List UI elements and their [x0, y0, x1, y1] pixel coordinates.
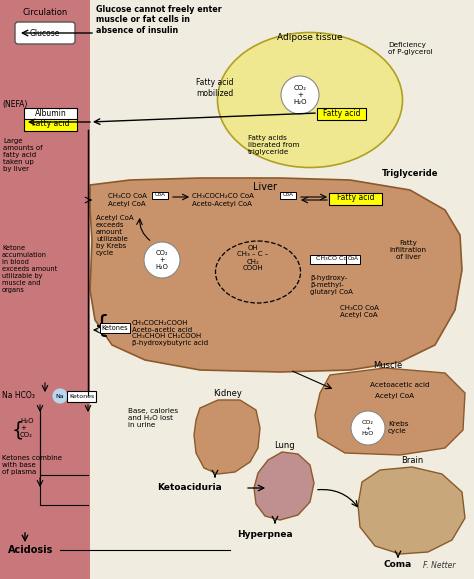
Text: H₂O
+
CO₂: H₂O + CO₂ — [20, 418, 34, 438]
Text: Circulation: Circulation — [22, 8, 68, 17]
Text: Glucose: Glucose — [30, 28, 60, 38]
Text: Krebs
cycle: Krebs cycle — [388, 422, 409, 434]
Text: CoA: CoA — [347, 256, 358, 262]
Text: Ketones: Ketones — [102, 325, 128, 331]
Text: Acetoacetic acid: Acetoacetic acid — [370, 382, 429, 388]
Text: β-hydroxy-
β-methyl-
glutaryl CoA: β-hydroxy- β-methyl- glutaryl CoA — [310, 275, 353, 295]
FancyBboxPatch shape — [15, 22, 75, 44]
FancyBboxPatch shape — [310, 255, 358, 264]
Text: Kidney: Kidney — [214, 389, 242, 398]
Text: Fatty acid
mobilized: Fatty acid mobilized — [196, 78, 234, 98]
Text: CH₃CO CoA
Acetyl CoA: CH₃CO CoA Acetyl CoA — [340, 305, 379, 318]
Polygon shape — [254, 452, 314, 520]
FancyBboxPatch shape — [280, 192, 296, 199]
Text: Brain: Brain — [401, 456, 423, 465]
Text: CH₃COCH₂CO CoA: CH₃COCH₂CO CoA — [192, 193, 254, 199]
Text: Ketone
accumulation
in blood
exceeds amount
utilizable by
muscle and
organs: Ketone accumulation in blood exceeds amo… — [2, 245, 57, 293]
Text: Hyperpnea: Hyperpnea — [237, 530, 293, 539]
Text: {: { — [12, 420, 24, 439]
Text: Fatty acid: Fatty acid — [323, 108, 361, 118]
Circle shape — [351, 411, 385, 445]
Text: OH
CH₃ – C –
CH₂
COOH: OH CH₃ – C – CH₂ COOH — [237, 244, 269, 272]
Text: Acetyl CoA: Acetyl CoA — [108, 201, 146, 207]
Polygon shape — [315, 368, 465, 455]
Text: Liver: Liver — [253, 182, 277, 192]
FancyBboxPatch shape — [346, 255, 360, 264]
Text: Ketoaciduria: Ketoaciduria — [158, 483, 222, 492]
Text: Ketones combine
with base
of plasma: Ketones combine with base of plasma — [2, 455, 62, 475]
FancyBboxPatch shape — [25, 119, 78, 130]
FancyBboxPatch shape — [152, 192, 168, 199]
Circle shape — [281, 76, 319, 114]
Text: Acetyl CoA
exceeds
amount
utilizable
by Krebs
cycle: Acetyl CoA exceeds amount utilizable by … — [96, 215, 134, 256]
Text: Ketones: Ketones — [69, 394, 95, 398]
FancyBboxPatch shape — [100, 323, 130, 334]
Text: F. Netter: F. Netter — [423, 561, 456, 570]
Polygon shape — [90, 178, 462, 372]
Text: Large
amounts of
fatty acid
taken up
by liver: Large amounts of fatty acid taken up by … — [3, 138, 43, 172]
Text: Coma: Coma — [384, 560, 412, 569]
FancyBboxPatch shape — [329, 192, 383, 204]
Text: Na HCO₃: Na HCO₃ — [2, 391, 35, 401]
Text: Deficiency
of P-glycerol: Deficiency of P-glycerol — [388, 42, 433, 55]
Text: Aceto-Acetyl CoA: Aceto-Acetyl CoA — [192, 201, 252, 207]
Bar — [0, 0, 90, 579]
Text: Fatty acid: Fatty acid — [337, 193, 375, 203]
Text: Triglyceride: Triglyceride — [382, 169, 438, 178]
Text: Na: Na — [55, 394, 64, 398]
Text: Base, calories
and H₂O lost
in urine: Base, calories and H₂O lost in urine — [128, 408, 178, 428]
Text: Acetyl CoA: Acetyl CoA — [375, 393, 414, 399]
Text: Lung: Lung — [273, 441, 294, 450]
Text: Adipose tissue: Adipose tissue — [277, 33, 343, 42]
Text: {: { — [94, 314, 110, 338]
FancyBboxPatch shape — [318, 108, 366, 119]
Polygon shape — [194, 400, 260, 474]
Text: Albumin: Albumin — [35, 108, 67, 118]
Text: Muscle: Muscle — [374, 361, 402, 370]
Text: (NEFA): (NEFA) — [2, 101, 27, 109]
Text: CO₂
+
H₂O: CO₂ + H₂O — [293, 85, 307, 105]
Text: CH₃CHOH CH₂COOH
β-hydroxybutyric acid: CH₃CHOH CH₂COOH β-hydroxybutyric acid — [132, 333, 208, 346]
Text: CH₃COCH₂COOH
Aceto-acetic acid: CH₃COCH₂COOH Aceto-acetic acid — [132, 320, 192, 333]
Text: CoA: CoA — [283, 192, 293, 197]
Text: CH₃CO CoA: CH₃CO CoA — [108, 193, 147, 199]
Text: CO₂
+
H₂O: CO₂ + H₂O — [155, 250, 168, 270]
Text: CoA: CoA — [155, 192, 165, 197]
FancyBboxPatch shape — [25, 108, 78, 119]
Text: Acidosis: Acidosis — [8, 545, 54, 555]
Polygon shape — [358, 467, 465, 554]
Circle shape — [144, 242, 180, 278]
Circle shape — [53, 389, 67, 403]
Text: CH₃CO CoA: CH₃CO CoA — [316, 256, 352, 262]
Text: CO₂
+
H₂O: CO₂ + H₂O — [362, 420, 374, 437]
Ellipse shape — [218, 32, 402, 167]
Text: Fatty acids
liberated from
triglyceride: Fatty acids liberated from triglyceride — [248, 135, 300, 155]
Text: Fatty acid: Fatty acid — [32, 119, 70, 129]
Text: Fatty
infiltration
of liver: Fatty infiltration of liver — [390, 240, 427, 260]
Text: Glucose cannot freely enter
muscle or fat cells in
absence of insulin: Glucose cannot freely enter muscle or fa… — [96, 5, 222, 35]
FancyBboxPatch shape — [67, 390, 97, 401]
